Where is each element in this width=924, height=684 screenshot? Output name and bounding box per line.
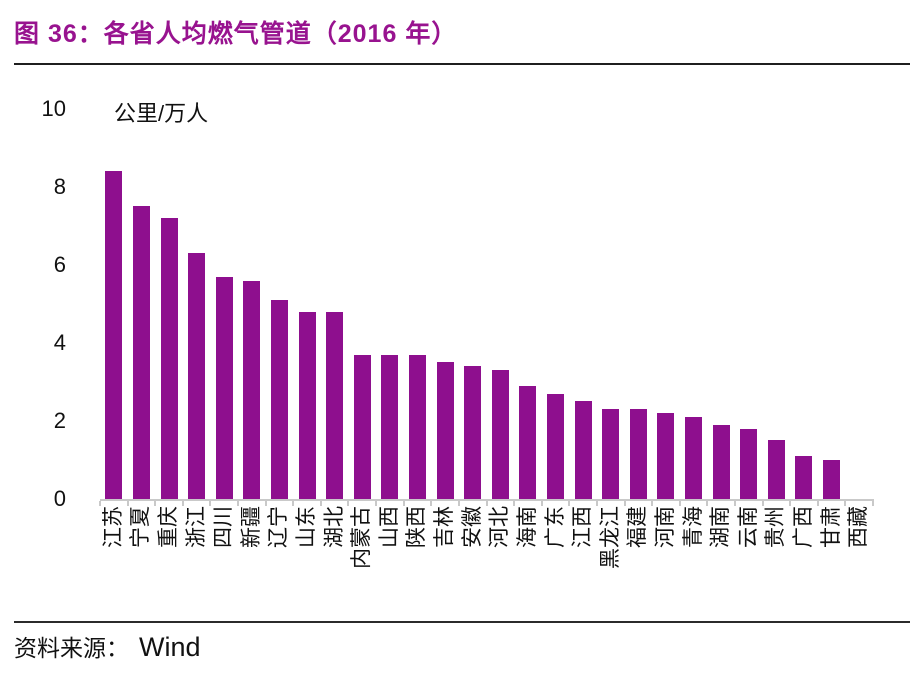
bar	[270, 300, 288, 499]
x-axis-tick	[678, 501, 681, 506]
x-axis-label: 湖南	[709, 506, 733, 548]
x-axis-label: 西藏	[847, 506, 871, 548]
bar	[160, 218, 178, 499]
bar	[795, 456, 813, 499]
bar	[657, 413, 675, 499]
x-axis-line	[100, 499, 874, 501]
x-axis-tick	[292, 501, 295, 506]
source-divider	[14, 621, 910, 623]
x-axis-tick	[99, 501, 101, 506]
bar	[408, 355, 426, 499]
bar	[574, 401, 592, 499]
x-axis-tick	[347, 501, 350, 506]
x-axis-tick	[816, 501, 819, 506]
bar	[326, 312, 344, 499]
x-axis-label: 广东	[543, 506, 567, 548]
bar	[602, 409, 620, 499]
x-axis-label: 河南	[653, 506, 677, 548]
bar	[188, 253, 206, 499]
x-axis-label: 浙江	[184, 506, 208, 548]
x-axis-label: 黑龙江	[598, 506, 622, 569]
x-axis-tick	[181, 501, 184, 506]
x-axis-label: 山东	[295, 506, 319, 548]
x-axis-tick	[872, 501, 874, 506]
x-axis-label: 河北	[488, 506, 512, 548]
bar	[215, 277, 233, 499]
x-axis-tick	[623, 501, 626, 506]
x-axis-tick	[761, 501, 764, 506]
source-line: 资料来源： Wind	[14, 629, 201, 663]
y-axis-tick-label: 0	[53, 486, 66, 511]
bar	[243, 281, 261, 499]
x-axis-label: 广西	[791, 506, 815, 548]
bar	[685, 417, 703, 499]
x-axis-label: 宁夏	[129, 506, 153, 548]
x-axis-label: 四川	[212, 506, 236, 548]
bar	[353, 355, 371, 499]
x-axis-tick	[126, 501, 129, 506]
x-axis-label: 甘肃	[819, 506, 843, 548]
x-axis-tick	[375, 501, 378, 506]
y-axis-tick-label: 2	[53, 408, 66, 433]
x-axis-label: 湖北	[322, 506, 346, 548]
x-axis-tick	[237, 501, 240, 506]
y-axis-unit-label: 公里/万人	[114, 101, 209, 126]
x-axis-tick	[706, 501, 709, 506]
y-axis-tick-label: 10	[41, 96, 66, 121]
bar	[436, 362, 454, 499]
x-axis-tick	[651, 501, 654, 506]
x-axis-tick	[568, 501, 571, 506]
bar	[823, 460, 841, 499]
x-axis-tick	[513, 501, 516, 506]
x-axis-tick	[595, 501, 598, 506]
bar	[740, 429, 758, 499]
x-axis-tick	[457, 501, 460, 506]
x-axis-tick	[540, 501, 543, 506]
title-divider	[14, 63, 910, 65]
figure-title: 图 36：各省人均燃气管道（2016 年）	[14, 20, 458, 48]
x-axis-tick	[402, 501, 405, 506]
bar	[132, 206, 150, 499]
bar	[491, 370, 509, 499]
x-axis-label: 江西	[571, 506, 595, 548]
x-axis-tick	[154, 501, 157, 506]
x-axis-label: 福建	[626, 506, 650, 548]
x-axis-label: 贵州	[764, 506, 788, 548]
x-axis-label: 山西	[377, 506, 401, 548]
x-axis-label: 陕西	[405, 506, 429, 548]
bar	[767, 440, 785, 499]
x-axis-label: 江苏	[101, 506, 125, 548]
source-label: 资料来源：	[14, 636, 129, 661]
bar	[105, 171, 123, 499]
source-value: Wind	[139, 632, 201, 662]
x-axis-tick	[430, 501, 433, 506]
x-axis-label: 青海	[681, 506, 705, 548]
x-axis-label: 海南	[515, 506, 539, 548]
x-axis-label: 云南	[736, 506, 760, 548]
bar	[629, 409, 647, 499]
x-axis-label: 重庆	[157, 506, 181, 548]
x-axis-tick	[844, 501, 847, 506]
x-axis-label: 内蒙古	[350, 506, 374, 569]
bar	[712, 425, 730, 499]
x-axis-tick	[319, 501, 322, 506]
bar	[464, 366, 482, 499]
x-axis-label: 新疆	[239, 506, 263, 548]
x-axis-tick	[209, 501, 212, 506]
bar	[381, 355, 399, 499]
bar	[519, 386, 537, 499]
x-axis-tick	[485, 501, 488, 506]
y-axis-tick-label: 6	[53, 252, 66, 277]
x-axis-tick	[264, 501, 267, 506]
bar	[298, 312, 316, 499]
x-axis-tick	[733, 501, 736, 506]
x-axis-label: 吉林	[433, 506, 457, 548]
x-axis-label: 安徽	[460, 506, 484, 548]
x-axis-tick	[789, 501, 792, 506]
y-axis-tick-label: 4	[53, 330, 66, 355]
bar	[547, 394, 565, 499]
x-axis-label: 辽宁	[267, 506, 291, 548]
y-axis-tick-label: 8	[53, 174, 66, 199]
